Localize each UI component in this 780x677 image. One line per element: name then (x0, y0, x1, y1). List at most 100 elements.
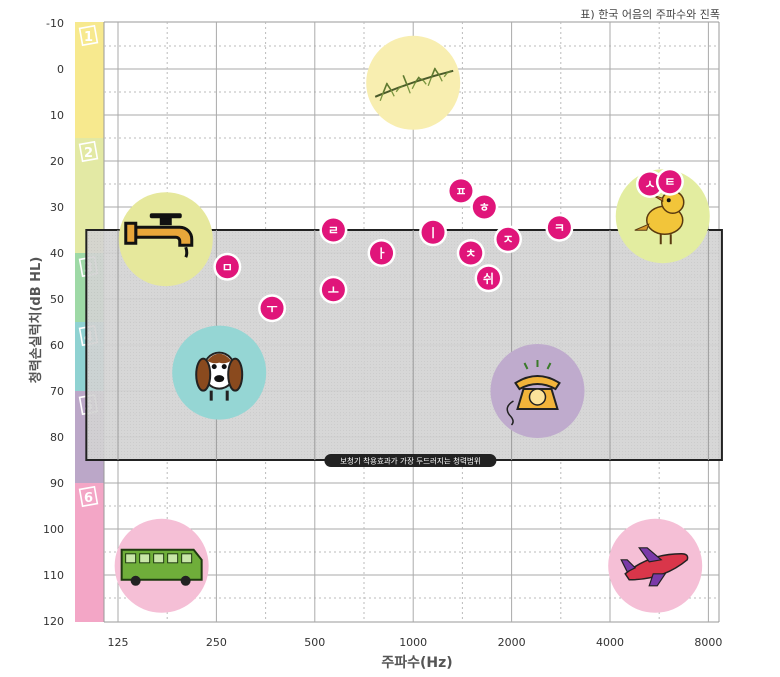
leaf (418, 77, 424, 82)
band-number: 6 (84, 491, 93, 506)
faucet-body (134, 225, 194, 247)
phoneme-label: ㅍ (455, 184, 466, 198)
faucet-handle (159, 217, 172, 226)
phoneme-dot (658, 170, 682, 194)
dog-ear (195, 357, 212, 392)
sound-circle (118, 192, 213, 287)
phoneme-label: ㅣ (428, 226, 439, 240)
y-tick-label: 30 (50, 201, 64, 214)
phoneme-dot (421, 220, 445, 244)
x-tick-label: 125 (108, 636, 129, 649)
phoneme-label: ㄹ (328, 224, 339, 238)
leaf (434, 68, 440, 76)
leaf (379, 92, 384, 102)
y-tick-label: 70 (50, 385, 64, 398)
band-number: 1 (84, 30, 93, 45)
bus-window (139, 553, 151, 564)
phoneme-label: ㅎ (479, 201, 490, 215)
bus-window (125, 553, 137, 564)
y-tick-label: 60 (50, 339, 64, 352)
bus-icon (120, 548, 203, 586)
phoneme-dot (321, 278, 345, 302)
water-drop (184, 246, 189, 258)
plane-wing (648, 573, 667, 587)
leaf (398, 85, 404, 89)
phoneme-label: ㅋ (554, 221, 565, 235)
y-tick-label: 10 (50, 109, 64, 122)
y-tick-label: 120 (43, 615, 64, 628)
band-number-box (78, 24, 99, 47)
phoneme-dot (260, 296, 284, 320)
leaf (422, 79, 427, 85)
x-tick-label: 500 (304, 636, 325, 649)
bird-tail (634, 223, 650, 231)
bird-legs (659, 234, 672, 245)
phoneme-label: ㅌ (664, 175, 675, 189)
phoneme-label: ㅁ (222, 260, 233, 274)
bus-wheel (130, 575, 141, 586)
leaf (382, 82, 388, 94)
leaf (390, 90, 395, 97)
dog-legs (209, 390, 229, 401)
bus-window (181, 553, 193, 564)
phoneme-dot (449, 179, 473, 203)
y-tick-label: -10 (46, 17, 64, 30)
x-tick-label: 2000 (498, 636, 526, 649)
leaf (446, 70, 452, 74)
phoneme-dot (496, 227, 520, 251)
plane-wing (638, 547, 663, 563)
dog-patch (207, 353, 232, 364)
bus-window (167, 553, 179, 564)
phoneme-dot (215, 255, 239, 279)
plane-tail (620, 559, 637, 573)
leaf (386, 83, 392, 91)
x-tick-label: 1000 (399, 636, 427, 649)
leaf (414, 76, 420, 84)
faucet-handle-bar (149, 213, 182, 219)
band-number-box (78, 140, 99, 163)
phoneme-label: ㅗ (328, 283, 339, 297)
telephone-icon (506, 360, 561, 426)
phoneme-dot (547, 216, 571, 240)
y-tick-label: 100 (43, 523, 64, 536)
y-tick-label: 50 (50, 293, 64, 306)
bus-window (153, 553, 165, 564)
x-tick-label: 8000 (694, 636, 722, 649)
phoneme-dot (638, 172, 662, 196)
speech-range-label: 보청기 착용효과가 가장 두드러지는 청력범위 (340, 456, 481, 466)
bus-wheel (180, 575, 191, 586)
airplane-icon (620, 547, 689, 587)
leaf (411, 82, 416, 90)
phoneme-dot (370, 241, 394, 265)
y-tick-label: 0 (57, 63, 64, 76)
x-tick-label: 4000 (596, 636, 624, 649)
leaf (438, 75, 443, 82)
bird-icon (634, 190, 685, 245)
leaf (402, 75, 408, 86)
phoneme-label: ㅜ (267, 302, 278, 316)
phoneme-dot (321, 218, 345, 242)
phoneme-label: ㅏ (376, 247, 387, 261)
y-axis-title: 청력손실럭치(dB HL) (28, 257, 44, 384)
dog-icon (195, 351, 244, 401)
leaf (395, 87, 400, 93)
phoneme-dot (477, 266, 501, 290)
dog-nose (214, 375, 225, 383)
dog-ear (227, 357, 244, 392)
phoneme-label: ㅊ (465, 247, 476, 261)
leaf (406, 85, 411, 94)
sound-bus (114, 518, 209, 613)
sound-dog (172, 325, 267, 420)
leaves-icon (374, 67, 454, 102)
faucet-icon (124, 213, 194, 258)
bird-eye (666, 198, 671, 203)
phoneme-label: ㅈ (502, 233, 513, 247)
sound-telephone (490, 344, 585, 438)
leaf (430, 67, 436, 79)
band-number-box (78, 485, 99, 508)
band-1 (75, 22, 104, 138)
y-tick-label: 20 (50, 155, 64, 168)
leaf (443, 72, 448, 78)
phoneme-label: 쉬 (483, 271, 494, 286)
